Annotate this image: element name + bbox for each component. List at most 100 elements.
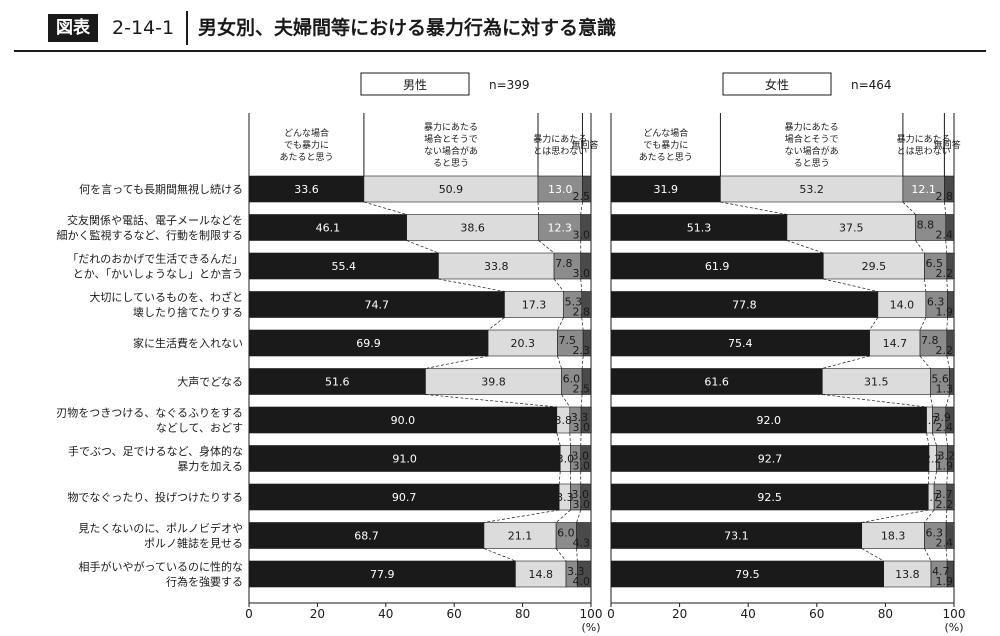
data-label: 6.0 <box>563 373 581 386</box>
bar-segment <box>823 252 925 280</box>
data-label: 2.8 <box>573 306 591 319</box>
bar-segment <box>581 291 592 318</box>
n-label: n=399 <box>489 78 530 92</box>
data-label: 31.5 <box>864 376 889 389</box>
data-label: 2.2 <box>936 498 954 511</box>
legend-label: でも暴力に <box>643 139 688 151</box>
legend-label: とは思わない <box>897 146 951 157</box>
data-label: 1.9 <box>936 575 954 588</box>
connector-line <box>537 201 540 215</box>
data-label: 13.0 <box>548 183 573 196</box>
x-tick-label: 20 <box>672 607 687 621</box>
data-label: 1.3 <box>936 383 954 396</box>
bar-segment <box>610 329 870 357</box>
bar-segment <box>248 406 558 434</box>
bar-segment <box>610 175 721 203</box>
x-tick-label: 0 <box>245 607 253 621</box>
data-label: 51.6 <box>325 376 350 389</box>
legend-label: どんな場合 <box>284 127 329 139</box>
data-label: 3.8 <box>555 414 573 427</box>
bar-segment <box>610 214 788 241</box>
x-tick-label: 40 <box>378 607 393 621</box>
category-label: 相手がいやがっているのに性的な <box>79 560 243 574</box>
legend-label: ない場合があ <box>785 145 839 157</box>
data-label: 7.8 <box>555 257 573 270</box>
connector-line <box>569 432 571 446</box>
bar-segment <box>580 214 592 241</box>
bar-segment <box>538 214 582 241</box>
data-label: 4.7 <box>932 565 950 578</box>
data-label: 46.1 <box>316 222 341 235</box>
connector-line <box>945 548 948 562</box>
bar-segment <box>580 483 592 511</box>
connector-line <box>406 240 439 254</box>
connector-line <box>555 509 571 523</box>
bar-segment <box>902 175 945 203</box>
bar-segment <box>582 329 592 357</box>
bar-segment <box>610 252 824 280</box>
data-label: 61.9 <box>705 260 730 273</box>
data-label: 92.7 <box>758 453 783 466</box>
bar-segment <box>949 368 955 395</box>
bar-segment <box>946 252 955 280</box>
data-label: 3.9 <box>933 411 951 424</box>
panel-label-box <box>360 72 470 96</box>
connector-line <box>861 509 929 523</box>
data-label: 90.0 <box>391 414 416 427</box>
bar-segment <box>582 175 592 203</box>
connector-line <box>483 548 516 562</box>
x-tick-label: 100 <box>943 607 966 621</box>
data-label: 3.3 <box>556 491 574 504</box>
panel-label: 女性 <box>765 77 789 92</box>
category-label: とか、「かいしょうなし」とか言う <box>73 268 243 281</box>
bar-segment <box>946 483 955 511</box>
connector-line <box>902 201 916 215</box>
data-label: 3.0 <box>573 498 591 511</box>
connector-line <box>720 201 788 215</box>
data-label: 3.7 <box>935 488 953 501</box>
category-label: 行為を強要する <box>166 575 243 589</box>
legend-label: 暴力にあたる <box>533 133 587 145</box>
data-label: 61.6 <box>704 376 729 389</box>
connector-line <box>944 201 947 215</box>
legend-label: 暴力にあたる <box>785 121 839 133</box>
legend-label: とは思わない <box>533 146 587 157</box>
connector-line <box>553 278 564 292</box>
category-label: 見たくないのに、ポルノビデオや <box>78 521 243 535</box>
bar-segment <box>248 445 561 472</box>
connector-line <box>576 509 582 523</box>
connector-line <box>933 471 937 485</box>
header-rule <box>14 50 986 52</box>
x-tick-label: 40 <box>741 607 756 621</box>
connector-line <box>945 509 948 523</box>
figure-badge: 図表 <box>48 14 98 42</box>
data-label: 38.6 <box>460 222 485 235</box>
bar-segment <box>248 175 365 203</box>
data-label: 2.5 <box>573 383 591 396</box>
data-label: 77.8 <box>732 299 757 312</box>
bar-segment <box>248 291 505 318</box>
connector-line <box>924 548 932 562</box>
figure-number: 2-14-1 <box>112 17 175 39</box>
bar-segment <box>483 522 557 549</box>
data-label: 6.5 <box>926 257 944 270</box>
category-label: 家に生活費を入れない <box>133 336 243 350</box>
connector-line <box>487 317 505 331</box>
x-unit-label: (%) <box>944 621 963 634</box>
bar-segment <box>248 329 489 357</box>
connector-line <box>919 317 927 331</box>
bar-segment <box>946 560 954 588</box>
x-unit-label: (%) <box>581 621 600 634</box>
panel-label-box <box>722 72 832 96</box>
data-label: 33.6 <box>294 183 319 196</box>
connector-line <box>580 278 583 292</box>
bar-segment <box>947 291 955 318</box>
data-label: 2.4 <box>936 537 954 550</box>
bar-segment <box>537 175 583 203</box>
data-label: 75.4 <box>728 337 753 350</box>
connector-line <box>946 317 948 331</box>
category-label: 「だれのおかげで生活できるんだ」 <box>67 252 243 266</box>
data-label: 3.0 <box>557 453 575 466</box>
bar-segment <box>945 406 955 434</box>
connector-line <box>929 394 933 408</box>
